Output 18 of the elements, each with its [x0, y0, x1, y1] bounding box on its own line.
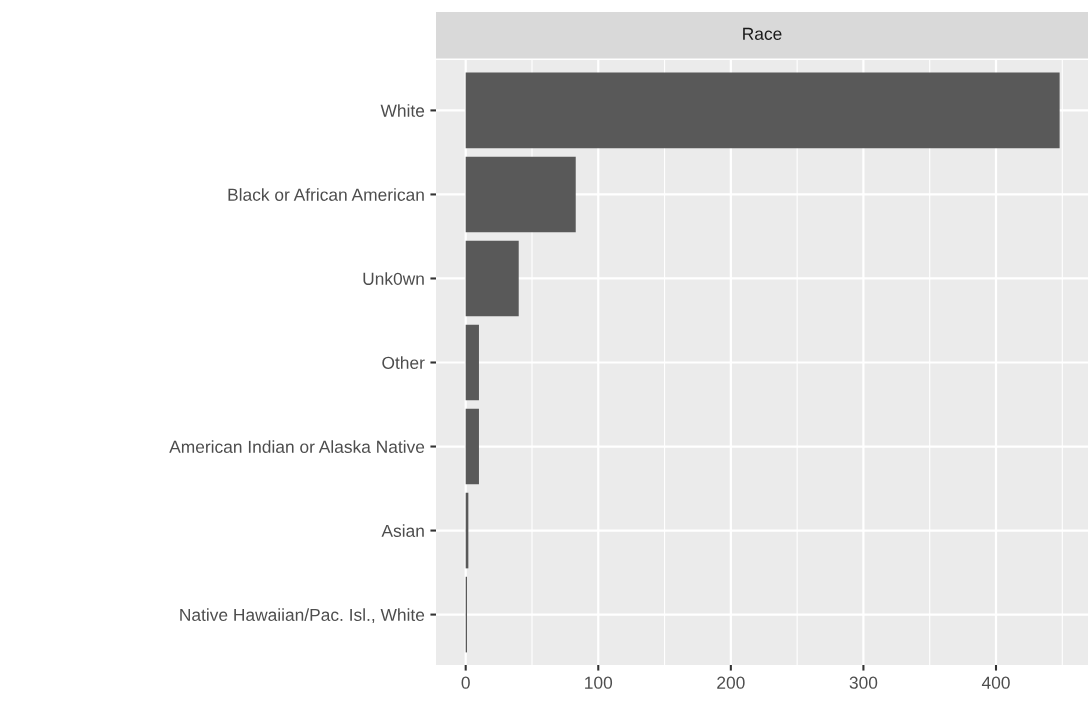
y-tick-label: Other [382, 356, 425, 369]
y-tick-label: White [380, 104, 425, 117]
bar [465, 156, 576, 233]
bar [465, 408, 479, 485]
bar [465, 324, 479, 401]
x-tick-label: 0 [461, 676, 470, 689]
x-tick-label: 200 [717, 676, 745, 689]
x-tick-label: 100 [585, 676, 613, 689]
chart-title: Race [743, 27, 782, 40]
x-tick-label: 400 [981, 676, 1010, 689]
bar [465, 72, 1060, 149]
y-tick-label: American Indian or Alaska Native [169, 440, 425, 453]
y-tick-label: Black or African American [228, 188, 424, 201]
y-tick-label: Native Hawaiian/Pac. Isl., White [180, 608, 425, 624]
y-tick-label: Unk0wn [363, 272, 424, 285]
y-tick-label: Asian [381, 524, 424, 538]
x-tick-label: 300 [849, 676, 878, 689]
bar [465, 240, 519, 317]
